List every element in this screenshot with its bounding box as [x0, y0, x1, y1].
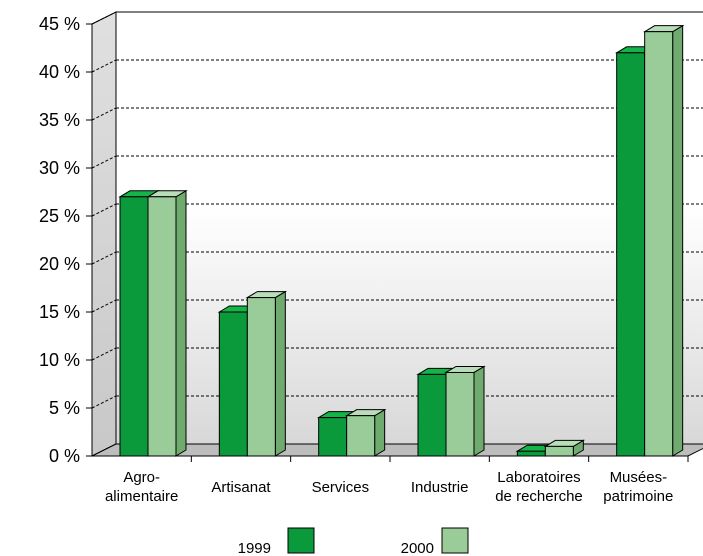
gridline-diagonal	[91, 59, 117, 73]
y-tick-label: 30 %	[39, 158, 80, 178]
y-tick-label: 15 %	[39, 302, 80, 322]
gridline-diagonal	[91, 107, 117, 121]
chart-back-wall	[115, 11, 703, 445]
gridline-diagonal	[91, 347, 117, 361]
gridline-diagonal	[91, 395, 117, 409]
chart-side-wall	[91, 11, 117, 457]
y-tick-label: 25 %	[39, 206, 80, 226]
x-category-label-0: Agro-alimentaire	[105, 469, 178, 505]
y-tick-label: 5 %	[49, 398, 80, 418]
bar-2000-3	[444, 365, 486, 457]
y-tick-label: 45 %	[39, 14, 80, 34]
gridline-diagonal	[91, 251, 117, 265]
x-category-label-3: Industrie	[411, 479, 469, 496]
gridline-diagonal	[91, 203, 117, 217]
y-tick-label: 35 %	[39, 110, 80, 130]
y-tick-label: 20 %	[39, 254, 80, 274]
legend-swatch-1999	[287, 527, 315, 554]
bar-2000-0	[146, 189, 188, 457]
x-category-label-1: Artisanat	[211, 479, 271, 496]
gridline-diagonal	[91, 11, 117, 25]
y-tick-label: 0 %	[49, 446, 80, 466]
legend-swatch-2000	[441, 527, 469, 554]
x-category-label-2: Services	[312, 479, 370, 496]
y-tick-label: 40 %	[39, 62, 80, 82]
x-category-label-4: Laboratoires de recherche	[495, 469, 583, 505]
bar-2000-4	[543, 439, 586, 457]
gridline-diagonal	[91, 155, 117, 169]
legend-label-2000: 2000	[401, 540, 434, 556]
y-tick-label: 10 %	[39, 350, 80, 370]
bar-2000-5	[642, 24, 685, 457]
bar-2000-1	[245, 290, 288, 457]
x-category-label-5: Musées-patrimoine	[603, 469, 673, 505]
bar-2000-2	[344, 408, 387, 457]
legend-label-1999: 1999	[238, 540, 271, 556]
gridline-diagonal	[91, 299, 117, 313]
